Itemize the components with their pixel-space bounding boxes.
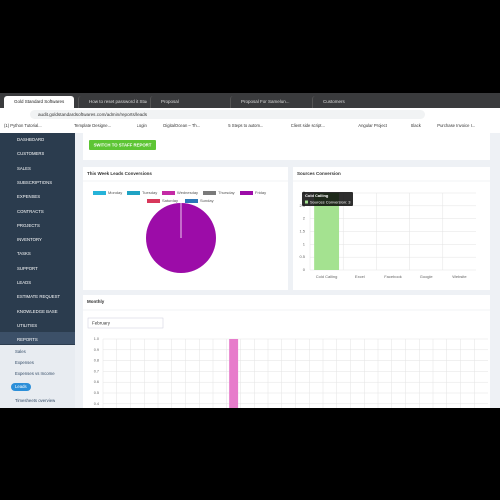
y-tick-label: 1.5 — [299, 229, 305, 234]
legend-swatch — [127, 191, 140, 195]
url[interactable]: audit.goldstandardsoftwares.com/admin/re… — [38, 112, 148, 117]
legend-swatch — [203, 191, 216, 195]
y-tick-label: 0.7 — [94, 369, 99, 373]
legend-swatch — [162, 191, 175, 195]
sidebar-item[interactable]: ESTIMATE REQUEST — [17, 294, 61, 300]
submenu-item[interactable]: Sales — [15, 349, 26, 354]
address-bar[interactable] — [30, 110, 425, 119]
bookmark[interactable]: Slack — [410, 123, 421, 128]
legend-swatch — [185, 199, 198, 203]
y-tick-label: 0.4 — [94, 402, 99, 406]
y-tick-label: 1.0 — [94, 337, 99, 341]
select-value[interactable]: February — [92, 321, 111, 326]
x-tick-label: Website — [452, 274, 467, 279]
sidebar-item[interactable]: EXPENSES — [17, 194, 41, 200]
x-tick-label: Cold Calling — [316, 274, 338, 279]
legend-swatch — [93, 191, 106, 195]
x-tick-label: Excel — [355, 274, 365, 279]
bookmark[interactable]: Template Designe... — [74, 123, 112, 128]
bookmark[interactable]: Client side script... — [290, 123, 325, 128]
y-tick-label: 1 — [303, 241, 306, 246]
y-tick-label: 0.5 — [94, 391, 99, 395]
legend-label: Tuesday — [142, 190, 157, 195]
tooltip-title: Cold Calling — [305, 193, 329, 198]
legend-swatch — [147, 199, 160, 203]
legend-label: Thursday — [218, 190, 235, 195]
button[interactable] — [89, 140, 156, 150]
bookmark[interactable]: (1) Python Tutorial... — [4, 123, 42, 128]
sidebar-item[interactable]: LEADS — [17, 280, 32, 285]
bookmark[interactable]: Purchase Invoice I... — [437, 123, 476, 128]
card-title: This Week Leads Conversions — [87, 171, 152, 176]
tab[interactable]: Proposal — [150, 96, 227, 108]
bookmark[interactable]: DigitalOcean – Th... — [163, 123, 201, 128]
x-tick-label: Google — [420, 274, 434, 279]
card — [83, 295, 490, 408]
sidebar-item[interactable]: KNOWLEDGE BASE — [17, 308, 58, 314]
plot: 0.4 0.5 0.6 0.7 0.8 0.9 1.0 — [94, 337, 488, 408]
y-tick-label: 2 — [303, 216, 306, 221]
bookmark[interactable]: 5 Steps to autom... — [228, 123, 264, 128]
card-title: Monthly — [87, 299, 105, 304]
button-label[interactable]: SWITCH TO STAFF REPORT — [94, 143, 152, 148]
submenu-item[interactable]: Expenses vs Income — [15, 371, 55, 376]
sidebar-item[interactable]: DASHBOARD — [17, 137, 45, 142]
legend-label: Friday — [255, 190, 266, 195]
card-title: Sources Conversion — [297, 171, 341, 176]
legend-label: Wednesday — [177, 190, 198, 195]
y-tick-label: 0 — [303, 267, 306, 272]
y-tick-label: 0.5 — [299, 254, 305, 259]
submenu-item[interactable]: Expenses — [15, 360, 34, 365]
legend-label: Sunday — [200, 198, 214, 203]
legend-label: Saturday — [162, 198, 178, 203]
bookmark[interactable]: Login — [136, 123, 147, 128]
submenu-item[interactable]: Timesheets overview — [15, 398, 56, 403]
y-tick-label: 0.6 — [94, 380, 99, 384]
tooltip — [302, 192, 353, 206]
sidebar-item[interactable]: CONTRACTS — [17, 208, 44, 214]
sidebar-item[interactable]: INVENTORY — [17, 237, 42, 243]
legend-label: Monday — [108, 190, 122, 195]
sidebar-item[interactable]: REPORTS — [17, 337, 38, 343]
submenu-item[interactable]: Leads — [11, 383, 31, 391]
sidebar-item[interactable]: PROJECTS — [17, 222, 40, 228]
bar — [229, 339, 239, 408]
sidebar-item[interactable]: SALES — [17, 165, 31, 171]
legend-swatch — [240, 191, 253, 195]
y-tick-label: 0.9 — [94, 348, 99, 352]
sidebar-item[interactable]: TASKS — [17, 251, 31, 257]
tab[interactable]: Customers — [312, 96, 381, 108]
tab[interactable]: How to reset password it Stud... — [78, 96, 147, 108]
sidebar-item[interactable]: UTILITIES — [17, 322, 38, 328]
sidebar-item[interactable]: CUSTOMERS — [17, 151, 45, 157]
select[interactable] — [87, 317, 164, 329]
y-tick-label: 0.8 — [94, 359, 99, 363]
tooltip-swatch — [305, 200, 308, 204]
active-item — [0, 332, 75, 344]
bookmark[interactable]: Angular Project — [358, 123, 387, 128]
sidebar-item[interactable]: SUPPORT — [17, 265, 38, 271]
submenu — [0, 345, 75, 408]
sidebar-item[interactable]: SUBSCRIPTIONS — [17, 179, 53, 185]
tab-bar — [0, 93, 500, 108]
tooltip-label: Sources Conversion: 3 — [310, 199, 351, 204]
tab[interactable]: Gold Standard Softwares — [4, 96, 74, 108]
tab[interactable]: Proposal For Samelun... — [230, 96, 309, 108]
x-tick-label: Facebook — [384, 274, 402, 279]
